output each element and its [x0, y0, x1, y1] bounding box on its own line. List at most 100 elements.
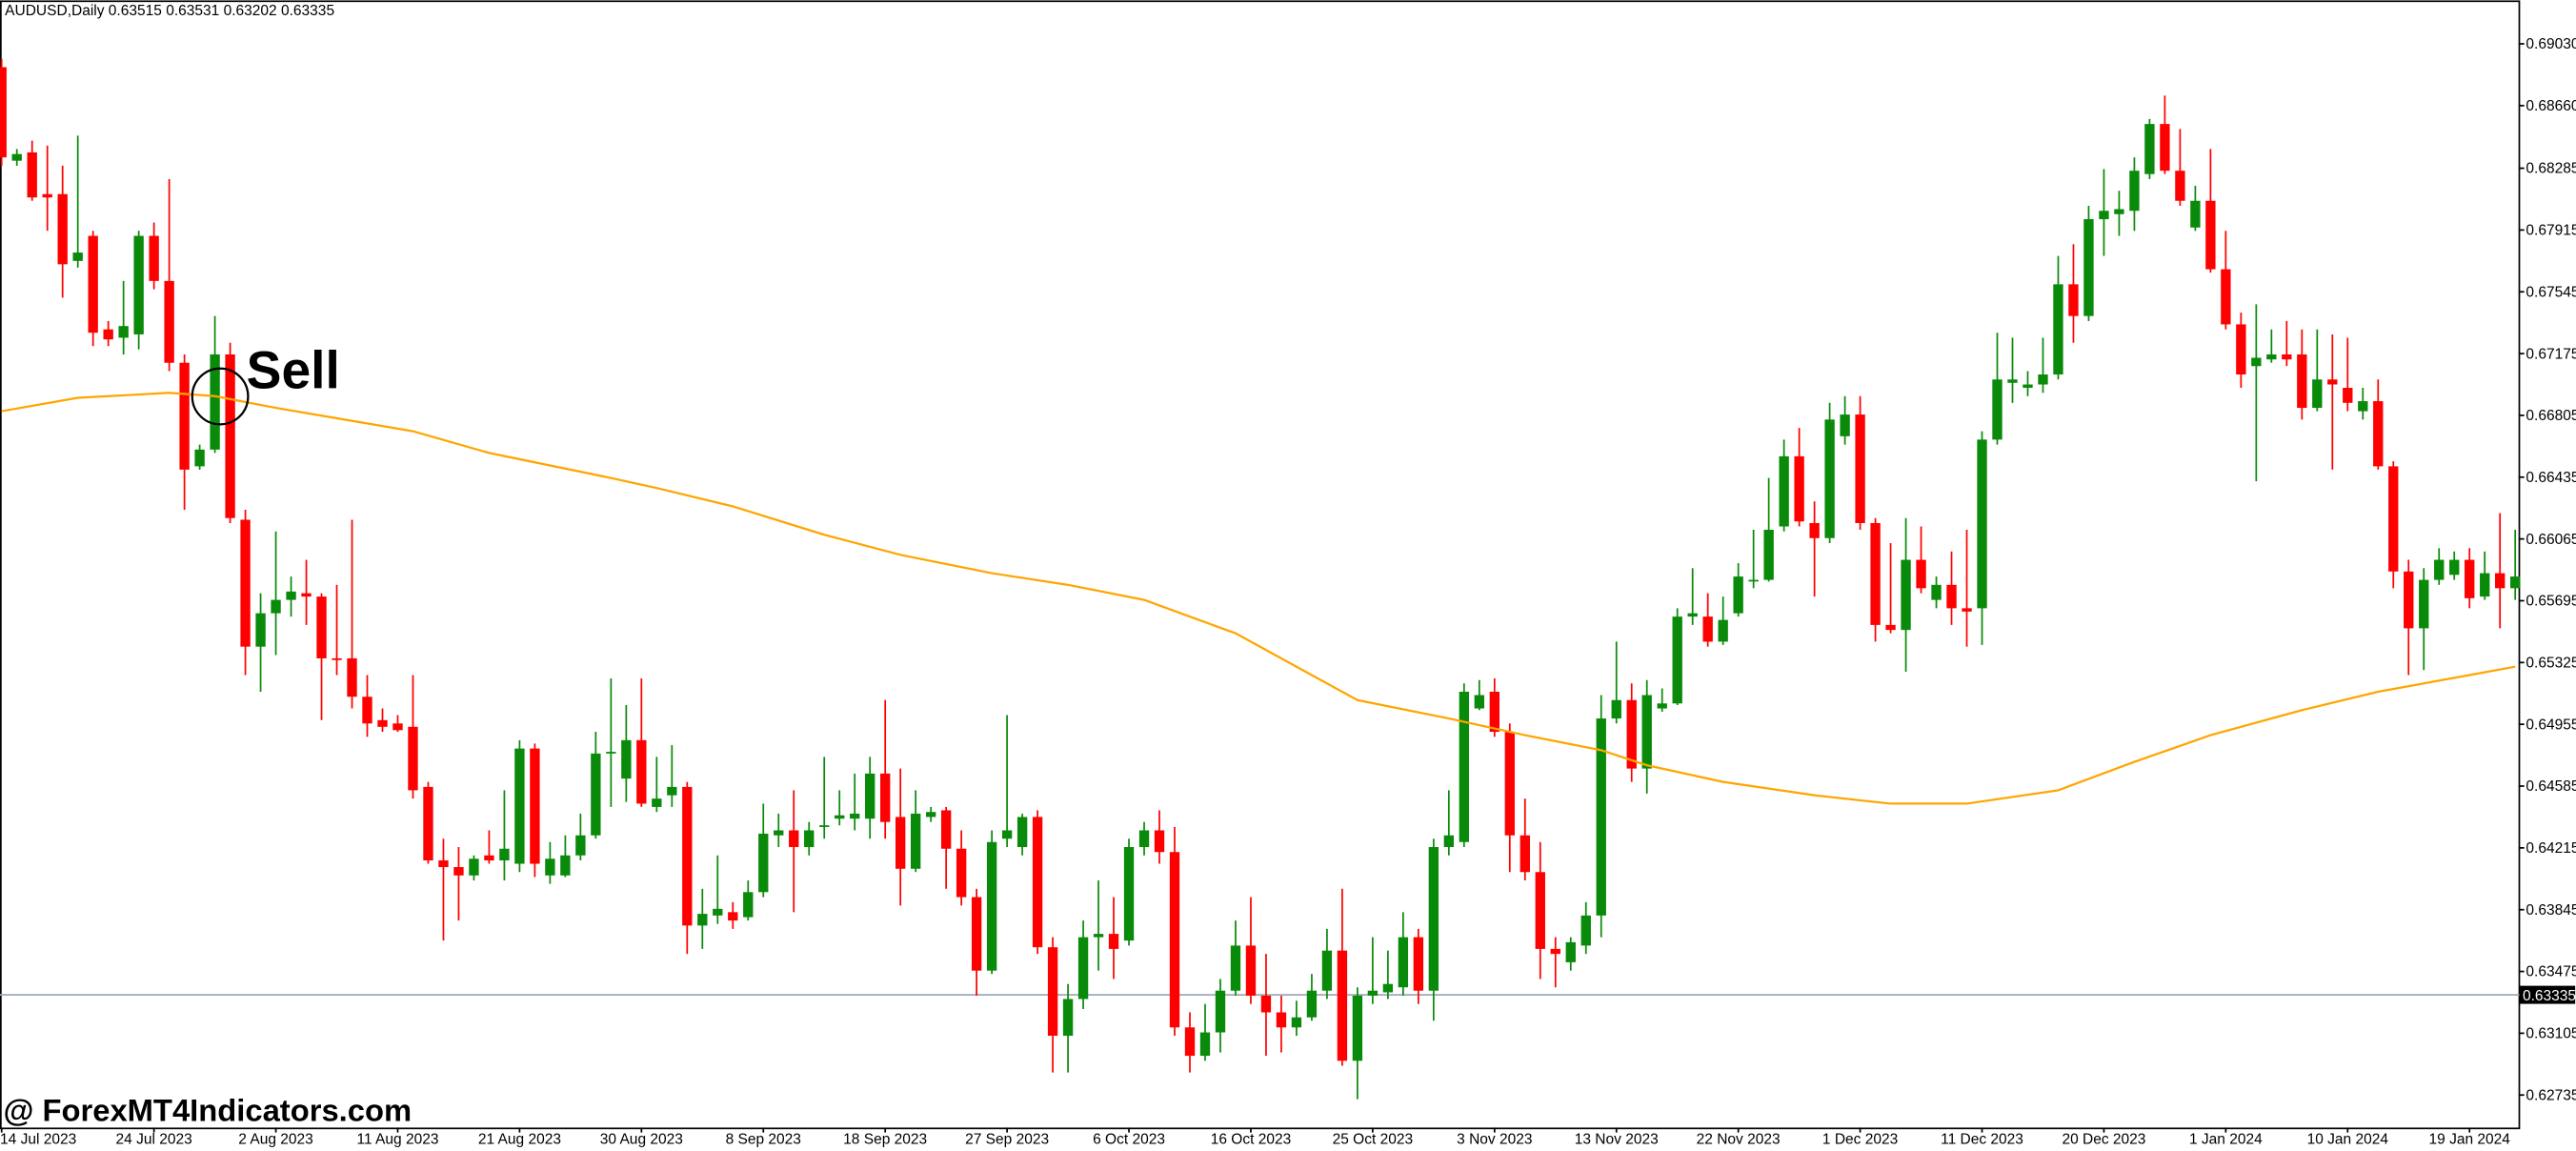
candle-body [1047, 947, 1058, 1037]
candle-body [347, 657, 357, 697]
candle-body [133, 235, 144, 334]
candle-body [2083, 219, 2094, 316]
candle-body [2404, 571, 2414, 629]
x-tick-label: 11 Dec 2023 [1941, 1132, 2023, 1148]
candle-body [896, 817, 906, 869]
candle-body [2221, 269, 2231, 325]
candle-body [42, 193, 52, 198]
candle-body [149, 235, 159, 281]
candle-body [774, 830, 784, 836]
candle-body [1550, 948, 1560, 955]
candle-body [940, 810, 952, 849]
x-tick-label: 11 Aug 2023 [356, 1132, 438, 1148]
plot-layer: 0.69030 0.68660 0.68285 0.67915 0.67545 0.671… [0, 36, 2576, 1148]
candle-body [667, 786, 677, 796]
x-tick-label: 18 Sep 2023 [843, 1132, 927, 1148]
y-tick-label: 0.66805 [2526, 408, 2576, 424]
moving-average [1, 392, 2516, 805]
candle-body [2510, 576, 2521, 589]
candle-body [316, 596, 327, 658]
candle-body [1885, 624, 1896, 631]
candle-body [1779, 455, 1789, 527]
candle-body [758, 833, 769, 893]
x-tick-label: 2 Aug 2023 [238, 1132, 313, 1148]
candle-body [1794, 455, 1804, 522]
candle-body [1352, 995, 1363, 1061]
y-tick-label: 0.64585 [2526, 778, 2576, 795]
candle-body [2388, 466, 2399, 572]
candle-body [1291, 1017, 1302, 1028]
candle-body [1184, 1027, 1196, 1057]
x-tick-label: 14 Jul 2023 [0, 1132, 76, 1148]
candle-body [971, 897, 982, 971]
candle-body [210, 353, 220, 450]
x-tick-label: 30 Aug 2023 [600, 1132, 683, 1148]
candle-body [652, 798, 662, 807]
candle-body [392, 723, 403, 731]
candle-body [57, 193, 68, 265]
candle-body [2007, 379, 2018, 383]
candle-body [2297, 353, 2307, 409]
y-tick-label: 0.67545 [2526, 284, 2576, 300]
candle-body [1382, 983, 1394, 993]
candle-body [880, 773, 891, 822]
candle-body [1535, 872, 1545, 949]
candle-body [1428, 846, 1439, 991]
candle-body [1016, 817, 1028, 847]
candle-body [332, 657, 342, 660]
y-tick-label: 0.68285 [2526, 161, 2576, 177]
candle-body [804, 830, 815, 847]
candle-body [1748, 579, 1759, 582]
candle-body [1916, 559, 1926, 589]
candle-body [545, 858, 555, 876]
price-tag [2519, 985, 2576, 1004]
candle-body [194, 449, 205, 467]
x-tick-label: 13 Nov 2023 [1575, 1132, 1659, 1148]
candle-body [2190, 200, 2201, 228]
candle-body [2023, 384, 2033, 389]
candle-body [240, 519, 251, 647]
candle-body [438, 860, 449, 868]
candle-body [2373, 401, 2384, 467]
candle-body [1718, 619, 1728, 642]
candle-body [2434, 559, 2445, 580]
candle-body [2114, 209, 2124, 214]
candle-body [743, 892, 754, 918]
y-tick-label: 0.69030 [2526, 36, 2576, 52]
candle-body [377, 719, 388, 727]
candle-body [865, 773, 875, 819]
candle-body [1337, 950, 1348, 1061]
candle-body [2144, 124, 2155, 174]
candle-body [72, 252, 83, 261]
candle-body [2465, 559, 2475, 598]
candle-body [1001, 830, 1013, 839]
candle-body [1062, 999, 1074, 1037]
candle-body [2312, 379, 2323, 409]
candle-body [1946, 584, 1957, 609]
candle-body [1901, 559, 1911, 631]
candle-body [499, 848, 510, 861]
candle-body [408, 726, 418, 791]
candle-body [835, 815, 845, 819]
candle-body [88, 235, 98, 333]
candle-body [1840, 414, 1850, 436]
x-tick-label: 1 Jan 2024 [2189, 1132, 2263, 1148]
candle-body [560, 855, 571, 876]
candle-body [1245, 945, 1257, 996]
candle-body [819, 825, 830, 827]
candle-body [789, 830, 799, 847]
candle-body [2129, 171, 2140, 212]
candle-body [1824, 419, 1835, 538]
candle-body [1367, 990, 1379, 996]
candle-body [1398, 937, 1409, 988]
y-tick-label: 0.66065 [2526, 532, 2576, 548]
x-tick-label: 8 Sep 2023 [726, 1132, 801, 1148]
candle-body [27, 151, 37, 198]
candle-body [1519, 835, 1530, 873]
candle-body [1931, 584, 1942, 600]
candle-body [1626, 699, 1637, 769]
candle-body [591, 753, 601, 836]
candle-body [1413, 937, 1424, 991]
candle-body [11, 153, 22, 161]
